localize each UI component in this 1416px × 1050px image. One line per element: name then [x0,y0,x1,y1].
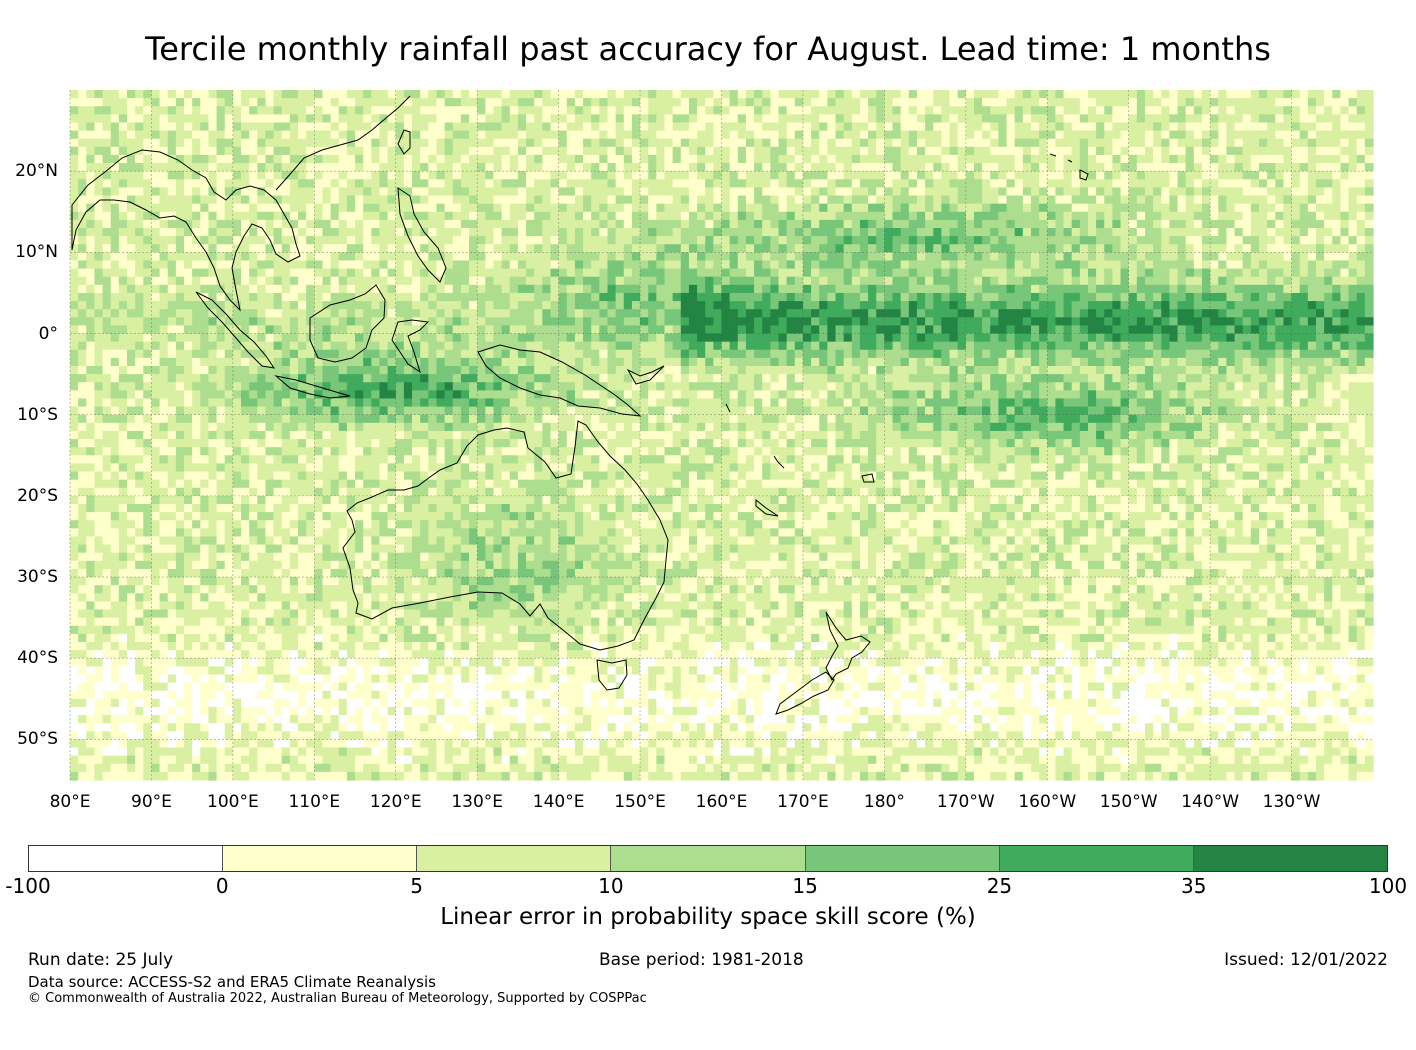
coastline-vanuatu [725,403,785,469]
colorbar-tick-label: 35 [1180,874,1207,898]
longitude-label: 90°E [131,792,172,812]
latitude-label: 0° [38,323,58,344]
colorbar-tick-label: 25 [986,874,1013,898]
colorbar [28,845,1388,872]
coastline-new-guinea [477,344,642,417]
colorbar-tick-label: 5 [410,874,423,898]
coastline-sulawesi [391,319,430,374]
longitude-label: 110°E [288,792,341,812]
run-date: Run date: 25 July [28,950,174,970]
colorbar-tick-label: 15 [792,874,818,898]
colorbar-segment [417,846,612,871]
latitude-label: 20°N [15,161,58,182]
coastline-sumatra [195,291,276,369]
coastline-taiwan [397,129,411,155]
colorbar-segment [1193,846,1387,871]
coastline-philippines [397,187,447,283]
colorbar-segment [611,846,806,871]
colorbar-label: Linear error in probability space skill … [440,904,976,930]
longitude-label: 150°E [614,792,666,812]
longitude-label: 170°W [936,792,995,812]
graticule [69,90,1373,780]
longitude-label: 140°W [1181,792,1240,812]
chart-title: Tercile monthly rainfall past accuracy f… [145,30,1271,68]
colorbar-segment [29,846,224,871]
latitude-label: 20°S [17,485,58,506]
coastline-new-caledonia [755,498,779,517]
latitude-label: 10°S [17,404,58,425]
colorbar-tick-label: -100 [5,874,51,898]
longitude-label: 130°E [451,792,504,812]
latitude-label: 10°N [15,242,58,263]
longitude-label: 170°E [777,792,829,812]
longitude-label: 140°E [532,792,585,812]
latitude-label: 40°S [17,648,58,669]
longitude-label: 130°W [1262,792,1321,812]
coastline-solomons [626,365,665,385]
coastlines [71,95,1089,715]
coastline-australia [342,420,669,651]
longitude-label: 100°E [207,792,259,812]
longitude-label: 150°W [1099,792,1158,812]
data-source: Data source: ACCESS-S2 and ERA5 Climate … [28,973,436,991]
latitude-label: 30°S [17,567,58,588]
coastline-java [274,375,351,399]
longitude-label: 160°W [1018,792,1077,812]
longitude-label: 120°E [369,792,422,812]
colorbar-segment [805,846,1000,871]
copyright: © Commonwealth of Australia 2022, Austra… [28,991,647,1006]
coastline-tasmania [596,659,628,691]
colorbar-tick-label: 10 [598,874,624,898]
issued-date: Issued: 12/01/2022 [1224,950,1388,970]
coastline-nz-south [775,671,835,715]
latitude-label: 50°S [17,729,58,750]
coastline-china [275,95,411,191]
coastline-nz-north [825,611,871,681]
longitude-label: 160°E [695,792,748,812]
coastline-fiji [861,473,875,483]
colorbar-tick-label: 100 [1368,874,1408,898]
colorbar-segment [999,846,1194,871]
coastline-hawaii [1049,153,1089,181]
longitude-label: 80°E [49,792,91,812]
colorbar-tick-label: 0 [215,874,229,898]
longitude-label: 180° [863,792,905,812]
coastline-asia [71,149,301,312]
colorbar-segment [223,846,418,871]
base-period: Base period: 1981-2018 [599,950,804,970]
coastline-borneo [309,284,386,363]
